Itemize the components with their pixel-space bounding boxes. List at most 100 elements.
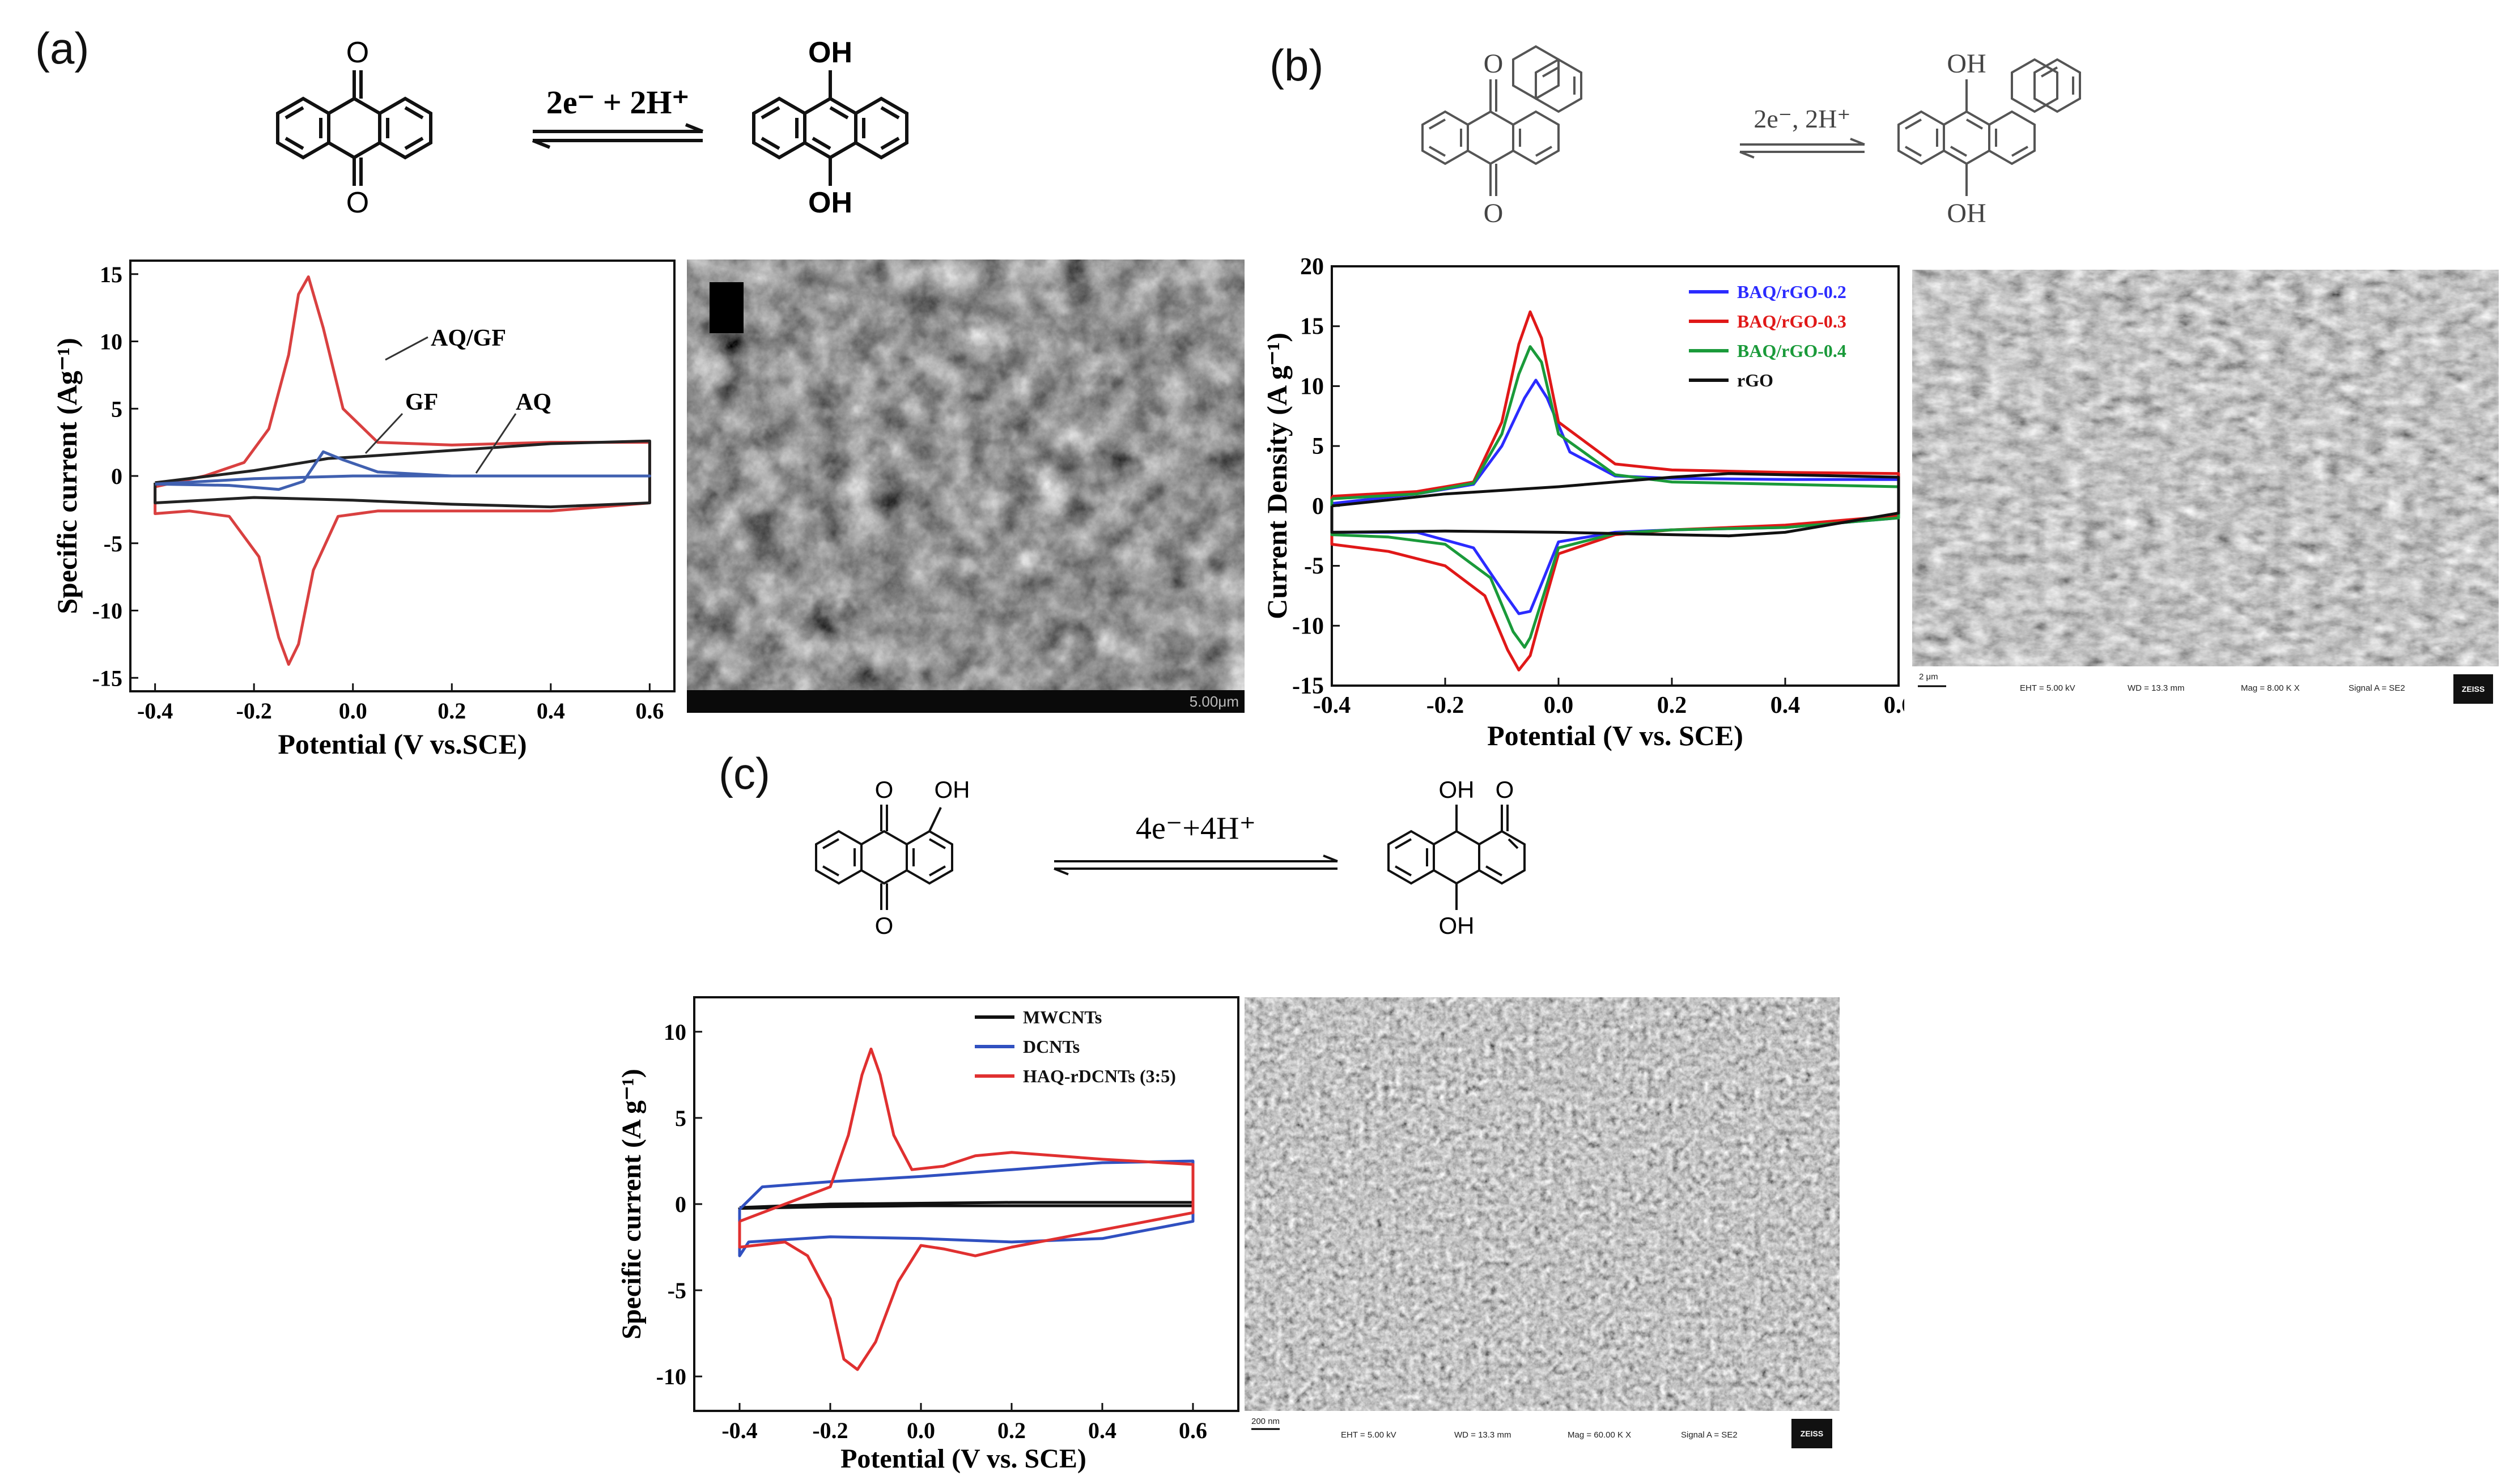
sem-b-brand-logo: ZEISS [2453, 674, 2493, 704]
sem-b-eht: EHT = 5.00 kV [2020, 683, 2075, 693]
x-tick-label: 0.6 [635, 698, 664, 724]
reaction-c-reactant-o-top: O [875, 776, 894, 803]
y-tick-label: -5 [104, 531, 122, 556]
y-axis-label-b: Current Density (A g⁻¹) [1261, 333, 1293, 619]
reaction-scheme-c: O OH O 4e⁻+4H⁺ OH O OH [815, 776, 1526, 939]
y-tick-label: 0 [675, 1192, 686, 1217]
x-tick-label: 0.2 [997, 1418, 1026, 1443]
reaction-c-reactant-o-bottom: O [875, 912, 894, 939]
legend-label: MWCNTs [1023, 1007, 1102, 1027]
x-tick-label: -0.2 [812, 1418, 848, 1443]
series-line-baq-rgo-0-3 [1330, 310, 1900, 671]
y-tick-label: 15 [1300, 314, 1324, 340]
y-tick-label: 5 [111, 396, 122, 422]
y-tick-label: -10 [92, 598, 122, 624]
cv-chart-a: -0.4 -0.2 0.0 0.2 0.4 0.6 -15 -10 -5 0 5 10 15 Poten… [51, 260, 676, 760]
reaction-b-product-oh-top: OH [1947, 49, 1986, 79]
panel-b-label: (b) [1269, 40, 1324, 90]
x-tick-label: 0.2 [438, 698, 466, 724]
reaction-b-product-oh-bottom: OH [1947, 198, 1986, 228]
sem-footer-c: 200 nm EHT = 5.00 kV WD = 13.3 mm Mag = … [1245, 1411, 1840, 1456]
sem-image-b: 2 μm EHT = 5.00 kV WD = 13.3 mm Mag = 8.… [1912, 270, 2499, 712]
legend-label: DCNTs [1023, 1036, 1080, 1057]
y-tick-label: 0 [111, 464, 122, 489]
legend-label: BAQ/rGO-0.4 [1737, 341, 1846, 361]
y-tick-label: -15 [1292, 673, 1324, 699]
legend-c: MWCNTs DCNTs HAQ-rDCNTs (3:5) [975, 1007, 1176, 1086]
panel-c-label: (c) [719, 749, 770, 798]
y-tick-label: 10 [664, 1019, 686, 1045]
y-tick-label: 10 [1300, 373, 1324, 399]
sem-b-scale: 2 μm [1919, 672, 1938, 682]
legend-label: BAQ/rGO-0.3 [1737, 311, 1846, 331]
legend-label: rGO [1737, 370, 1773, 390]
reaction-a-reactant-o-top: O [346, 36, 369, 69]
y-tick-label: -10 [656, 1364, 686, 1389]
legend-b: BAQ/rGO-0.2 BAQ/rGO-0.3 BAQ/rGO-0.4 rGO [1689, 282, 1846, 390]
cv-chart-b: -0.4 -0.2 0.0 0.2 0.4 0.6 -15 -10 -5 0 5 10 15 20 BAQ… [1261, 254, 1904, 751]
cv-chart-c: -0.4 -0.2 0.0 0.2 0.4 0.6 -10 -5 0 5 10 MWCNTs DCNT… [617, 996, 1239, 1474]
y-tick-label: -10 [1292, 613, 1324, 639]
x-tick-label: 0.6 [1179, 1418, 1207, 1443]
y-tick-label: 15 [100, 262, 122, 287]
series-line-dcnts [738, 1159, 1195, 1257]
y-tick-label: 20 [1300, 254, 1324, 280]
sem-scale-bar-a: 5.00μm [1189, 693, 1239, 710]
x-tick-label: 0.4 [537, 698, 565, 724]
x-tick-label: -0.4 [721, 1418, 757, 1443]
y-tick-label: -5 [1304, 554, 1324, 580]
reaction-b-arrow-label: 2e⁻, 2H⁺ [1753, 104, 1850, 133]
sem-c-eht: EHT = 5.00 kV [1341, 1430, 1396, 1440]
x-axis-label-c: Potential (V vs. SCE) [840, 1444, 1086, 1474]
sem-b-signal: Signal A = SE2 [2349, 683, 2405, 693]
x-tick-label: -0.4 [137, 698, 173, 724]
series-line-gf [154, 439, 651, 509]
x-tick-label: 0.2 [1657, 692, 1687, 718]
x-axis-label-a: Potential (V vs.SCE) [278, 728, 526, 760]
sem-c-mag: Mag = 60.00 K X [1568, 1430, 1632, 1440]
series-line-aq [155, 450, 651, 491]
x-tick-label: 0.0 [339, 698, 367, 724]
legend-label: HAQ-rDCNTs (3:5) [1023, 1066, 1176, 1086]
reaction-c-product-oh-top: OH [1439, 776, 1475, 803]
annotation-aq-arrow [475, 413, 517, 474]
sem-c-scale: 200 nm [1251, 1417, 1280, 1426]
reaction-b-reactant-o-bottom: O [1484, 198, 1504, 228]
x-tick-label: -0.2 [236, 698, 272, 724]
sem-c-wd: WD = 13.3 mm [1454, 1430, 1511, 1440]
x-tick-label: 0.4 [1770, 692, 1801, 718]
reaction-b-reactant-o-top: O [1484, 49, 1504, 79]
series-line-mwcnts [738, 1201, 1195, 1210]
y-tick-label: 5 [675, 1105, 686, 1131]
series-line-rgo [1330, 472, 1900, 538]
reaction-scheme-b: O O 2e⁻, 2H⁺ OH OH [1421, 45, 2081, 228]
reaction-a-product-oh-top: OH [808, 36, 852, 69]
sem-image-c: 200 nm EHT = 5.00 kV WD = 13.3 mm Mag = … [1245, 997, 1840, 1456]
sem-image-a: 5.00μm [687, 260, 1245, 713]
y-axis-label-c: Specific current (A g⁻¹) [617, 1069, 647, 1339]
annotation-gf: GF [405, 389, 438, 415]
x-tick-label: 0.4 [1088, 1418, 1116, 1443]
legend-label: BAQ/rGO-0.2 [1737, 282, 1846, 302]
x-tick-label: -0.2 [1426, 692, 1464, 718]
annotation-gf-arrow [364, 413, 404, 454]
x-tick-label: 0.0 [1544, 692, 1574, 718]
annotation-aq-gf: AQ/GF [431, 325, 506, 351]
annotation-aq: AQ [516, 389, 551, 415]
annotation-aq-gf-arrow [385, 336, 428, 361]
reaction-a-reactant-o-bottom: O [346, 186, 369, 219]
y-tick-label: -15 [92, 665, 122, 691]
y-tick-label: 0 [1312, 494, 1324, 520]
series-line-haq-rdcnts-3-5- [738, 1047, 1195, 1371]
reaction-c-reactant-oh: OH [935, 776, 970, 803]
series-line-aq-gf [154, 275, 651, 666]
sem-b-wd: WD = 13.3 mm [2128, 683, 2185, 693]
reaction-a-product-oh-bottom: OH [808, 186, 852, 219]
reaction-c-arrow-label: 4e⁻+4H⁺ [1136, 811, 1256, 846]
sem-c-signal: Signal A = SE2 [1681, 1430, 1738, 1440]
sem-c-brand-logo: ZEISS [1791, 1419, 1832, 1448]
reaction-c-product-ketone: O [1496, 776, 1514, 803]
x-tick-label: -0.4 [1313, 692, 1351, 718]
x-tick-label: 0.6 [1884, 692, 1904, 718]
y-tick-label: 5 [1312, 433, 1324, 460]
